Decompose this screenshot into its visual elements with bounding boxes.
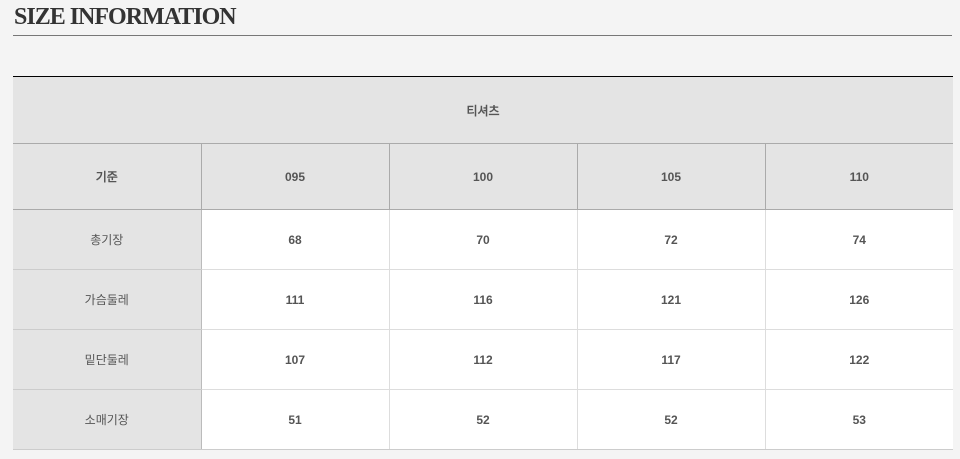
header-cell: 기준 <box>13 143 202 210</box>
size-value: 52 <box>577 389 766 450</box>
size-value: 53 <box>765 389 953 450</box>
row-label: 소매기장 <box>13 389 202 450</box>
size-value: 51 <box>201 389 390 450</box>
size-value: 72 <box>577 209 766 270</box>
size-value: 122 <box>765 329 953 390</box>
header-row: 기준 095 100 105 110 <box>13 143 953 210</box>
table-row: 소매기장 51 52 52 53 <box>13 389 953 450</box>
row-label: 가슴둘레 <box>13 269 202 330</box>
size-value: 111 <box>201 269 390 330</box>
table-row: 가슴둘레 111 116 121 126 <box>13 269 953 330</box>
page-title: SIZE INFORMATION <box>14 4 237 30</box>
table-row: 총기장 68 70 72 74 <box>13 209 953 270</box>
header-cell: 110 <box>765 143 953 210</box>
size-value: 126 <box>765 269 953 330</box>
row-label: 총기장 <box>13 209 202 270</box>
header-cell: 100 <box>389 143 578 210</box>
size-value: 52 <box>389 389 578 450</box>
header-cell: 095 <box>201 143 390 210</box>
header-cell: 105 <box>577 143 766 210</box>
title-divider <box>13 35 952 36</box>
size-value: 117 <box>577 329 766 390</box>
row-label: 밑단둘레 <box>13 329 202 390</box>
size-value: 116 <box>389 269 578 330</box>
size-value: 70 <box>389 209 578 270</box>
size-table: 티셔츠 기준 095 100 105 110 총기장 68 70 72 74 가슴둘레 11… <box>13 76 953 450</box>
size-value: 107 <box>201 329 390 390</box>
size-value: 112 <box>389 329 578 390</box>
size-value: 68 <box>201 209 390 270</box>
size-value: 121 <box>577 269 766 330</box>
size-value: 74 <box>765 209 953 270</box>
table-caption: 티셔츠 <box>13 76 953 144</box>
table-row: 밑단둘레 107 112 117 122 <box>13 329 953 390</box>
